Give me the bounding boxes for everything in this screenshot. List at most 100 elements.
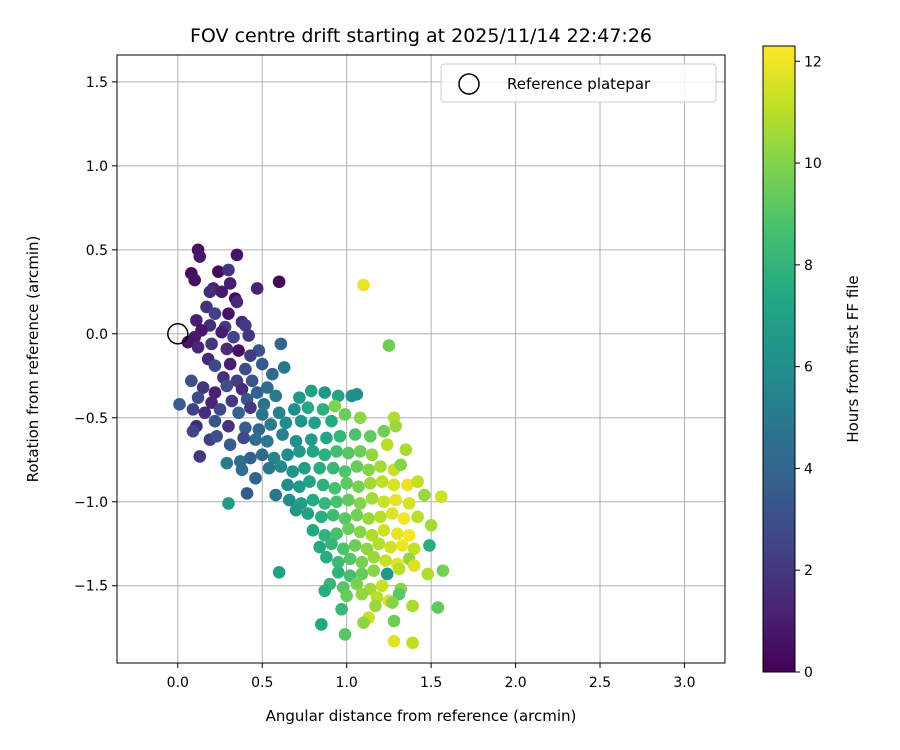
data-point: [220, 379, 234, 393]
data-point: [340, 476, 353, 490]
data-point: [223, 438, 237, 451]
data-point: [385, 507, 399, 520]
data-point: [320, 431, 333, 445]
data-point: [387, 478, 401, 492]
data-point: [208, 414, 222, 428]
data-point: [407, 559, 421, 572]
data-point: [343, 569, 357, 582]
data-point: [436, 564, 450, 577]
data-point: [399, 443, 413, 456]
data-point: [281, 478, 294, 492]
data-point: [355, 567, 369, 581]
data-point: [250, 282, 264, 295]
data-point: [255, 408, 269, 421]
data-point: [330, 445, 343, 458]
data-point: [196, 381, 210, 394]
data-point: [375, 579, 389, 593]
data-point: [350, 387, 364, 401]
data-point: [212, 265, 225, 278]
data-point: [222, 263, 235, 277]
data-point: [392, 587, 406, 601]
data-point: [313, 540, 326, 554]
data-point: [318, 497, 332, 510]
data-point: [222, 419, 235, 433]
data-point: [264, 418, 277, 431]
data-point: [342, 446, 355, 460]
scatter-points: [173, 243, 450, 650]
data-point: [239, 421, 252, 435]
data-point: [235, 463, 249, 477]
colorbar-label: Hours from first FF file: [844, 275, 862, 442]
data-point: [391, 527, 404, 540]
legend: Reference platepar: [440, 63, 717, 103]
data-point: [274, 337, 288, 351]
data-point: [242, 329, 256, 342]
data-point: [244, 451, 257, 465]
data-point: [185, 374, 198, 388]
data-point: [215, 285, 229, 299]
legend-marker-icon: [458, 73, 480, 95]
data-point: [261, 381, 274, 394]
legend-box: [440, 63, 717, 103]
data-point: [200, 300, 213, 314]
data-point: [367, 550, 381, 564]
data-point: [222, 497, 235, 510]
data-point: [396, 539, 409, 552]
data-point: [249, 433, 262, 446]
data-point: [215, 325, 229, 339]
data-point: [293, 391, 306, 404]
data-point: [392, 562, 406, 576]
data-point: [239, 362, 252, 376]
data-point: [181, 335, 195, 349]
data-point: [326, 461, 340, 475]
data-point: [348, 539, 362, 552]
data-point: [267, 451, 281, 465]
data-point: [198, 406, 212, 420]
data-point: [320, 550, 333, 564]
data-point: [318, 386, 332, 399]
colorbar-tick-label: 2: [804, 563, 813, 579]
y-tick-label: −0.5: [74, 411, 108, 427]
data-point: [244, 349, 257, 362]
data-point: [362, 463, 375, 477]
data-point: [338, 465, 352, 478]
data-point: [353, 497, 367, 510]
data-point: [318, 584, 332, 598]
data-point: [186, 403, 200, 416]
data-point: [385, 596, 399, 609]
data-point: [223, 357, 237, 371]
y-tick-label: −1.5: [74, 579, 108, 595]
data-point: [379, 554, 392, 567]
data-point: [266, 367, 279, 381]
data-point: [289, 434, 303, 448]
data-point: [350, 577, 364, 591]
data-point: [304, 433, 318, 446]
data-point: [343, 552, 357, 566]
data-point: [421, 567, 435, 581]
data-point: [389, 493, 402, 507]
data-point: [240, 487, 254, 500]
data-point: [342, 493, 355, 507]
data-point: [245, 374, 259, 388]
data-point: [355, 587, 369, 601]
data-point: [188, 273, 201, 287]
data-point: [220, 456, 234, 470]
data-point: [389, 419, 402, 433]
data-point: [407, 542, 421, 556]
data-point: [365, 529, 379, 542]
data-point: [272, 275, 286, 289]
data-point: [384, 540, 397, 554]
data-point: [222, 307, 235, 320]
data-point: [406, 636, 419, 650]
data-point: [315, 510, 328, 524]
data-point: [303, 475, 316, 488]
data-point: [208, 386, 222, 399]
data-point: [230, 295, 244, 309]
data-point: [272, 406, 286, 420]
data-point: [282, 493, 296, 507]
data-point: [362, 512, 375, 525]
data-point: [272, 566, 286, 579]
data-point: [237, 431, 250, 445]
data-point: [331, 566, 345, 579]
data-point: [423, 539, 436, 552]
